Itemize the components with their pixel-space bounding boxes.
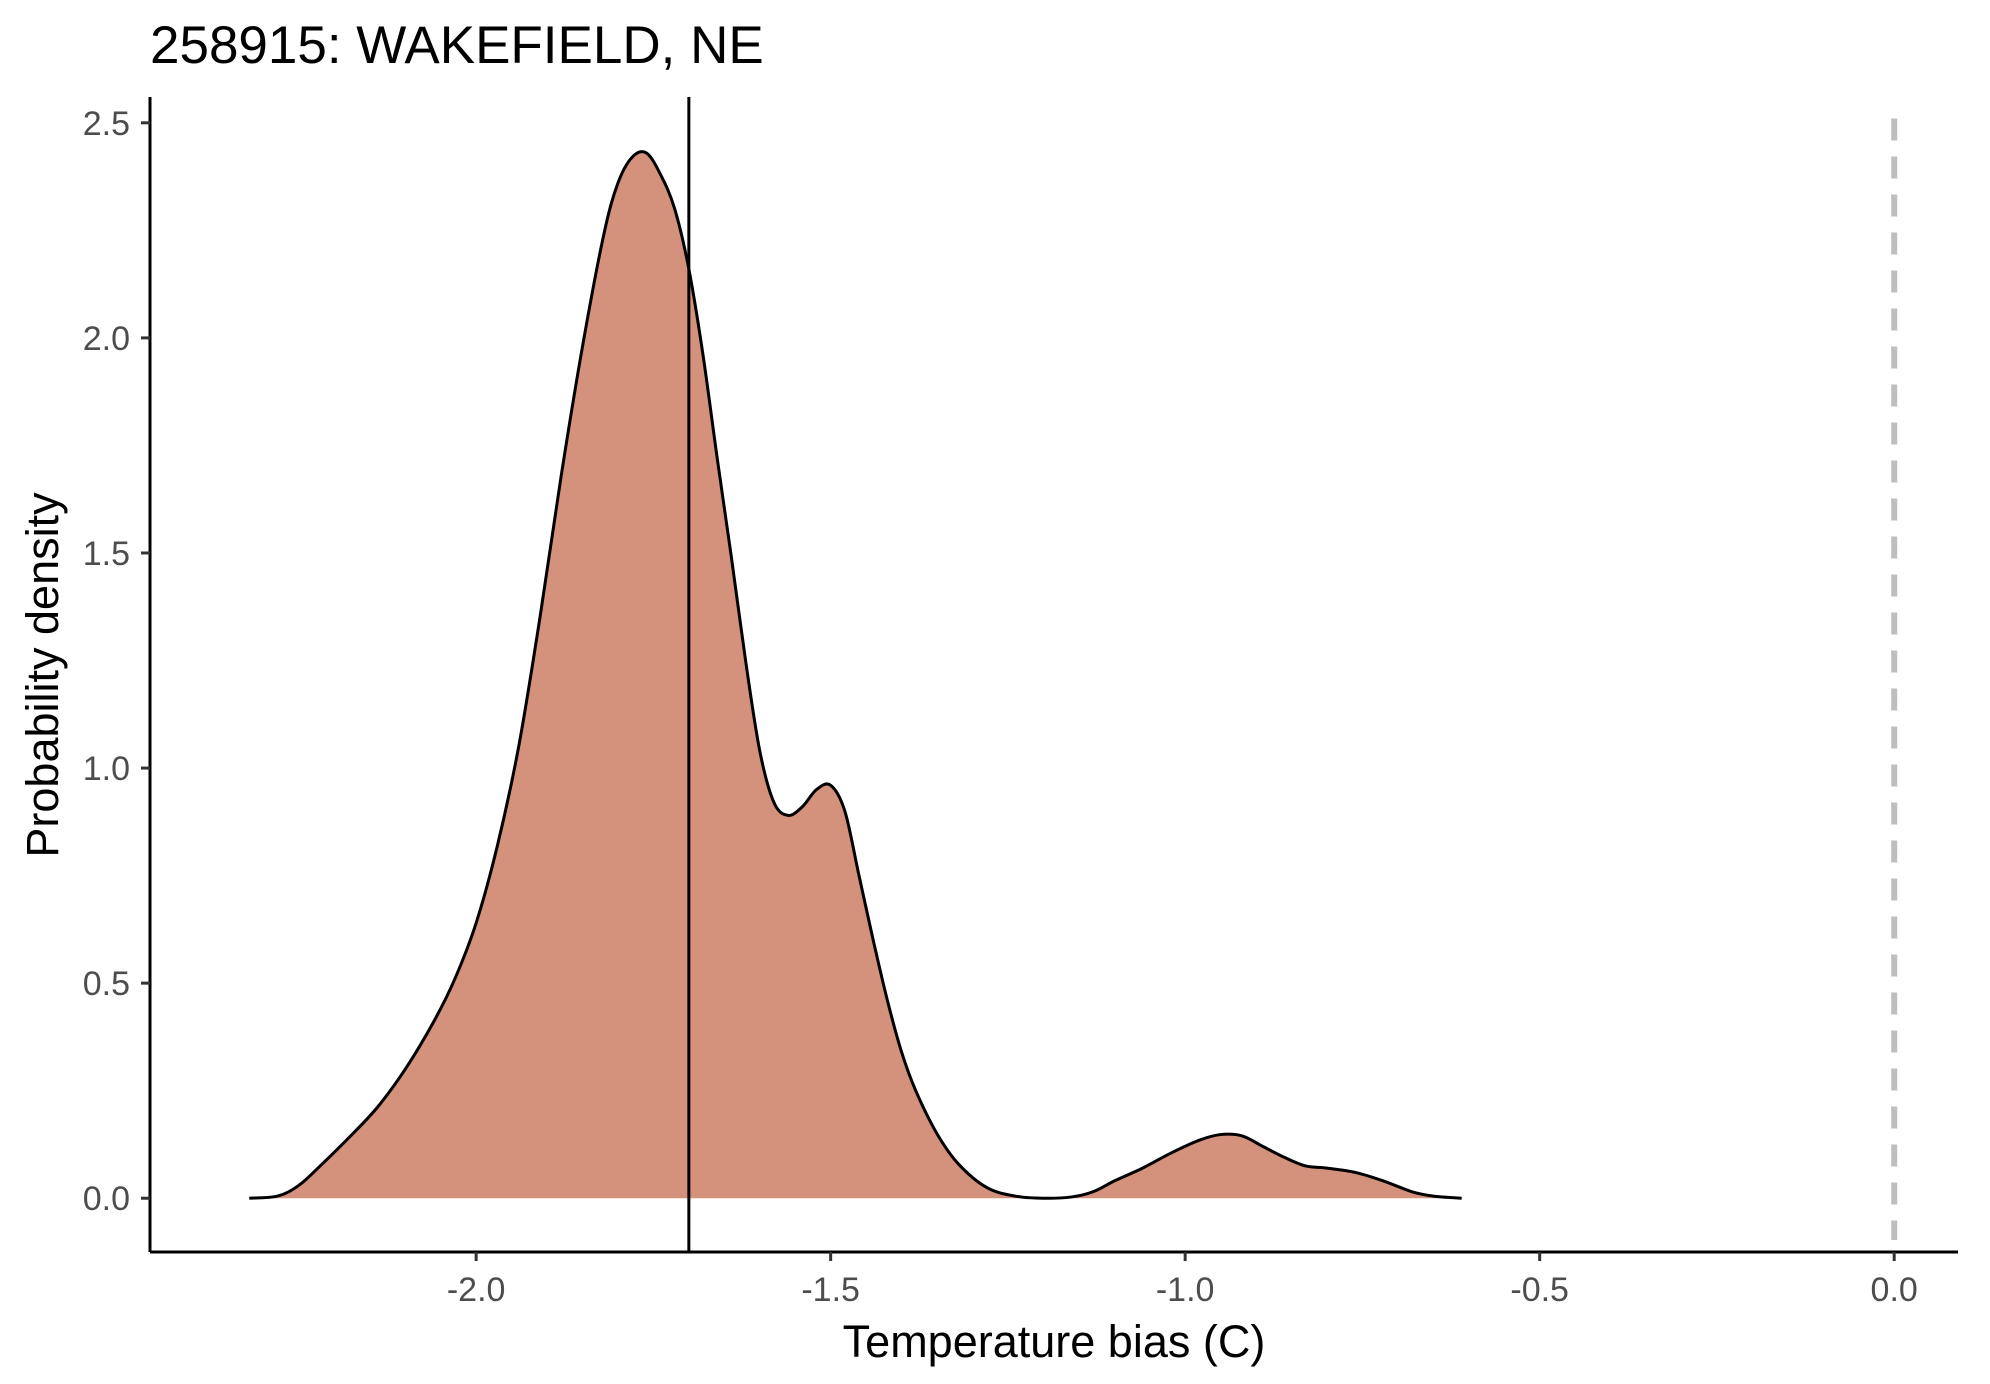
reference-lines [687, 97, 1898, 1252]
x-tick-label: -2.0 [447, 1271, 506, 1309]
y-axis-title: Probability density [17, 492, 68, 858]
x-tick-label: -0.5 [1510, 1271, 1569, 1309]
y-tick-label: 0.5 [83, 965, 130, 1003]
x-axis-title: Temperature bias (C) [843, 1316, 1266, 1367]
y-axis-ticks: 0.0 0.5 1.0 1.5 2.0 2.5 [83, 105, 150, 1218]
y-tick-label: 1.5 [83, 535, 130, 573]
x-tick-label: -1.0 [1156, 1271, 1215, 1309]
x-tick-label: 0.0 [1871, 1271, 1918, 1309]
x-axis-ticks: -2.0 -1.5 -1.0 -0.5 0.0 [447, 1252, 1918, 1309]
y-tick-label: 2.5 [83, 105, 130, 143]
density-curve [249, 150, 1462, 1200]
chart-title: 258915: WAKEFIELD, NE [150, 16, 764, 75]
y-tick-label: 1.0 [83, 750, 130, 788]
x-tick-label: -1.5 [801, 1271, 860, 1309]
y-tick-label: 0.0 [83, 1180, 130, 1218]
y-tick-label: 2.0 [83, 320, 130, 358]
density-area [249, 151, 1462, 1199]
plot-area [249, 97, 1898, 1252]
